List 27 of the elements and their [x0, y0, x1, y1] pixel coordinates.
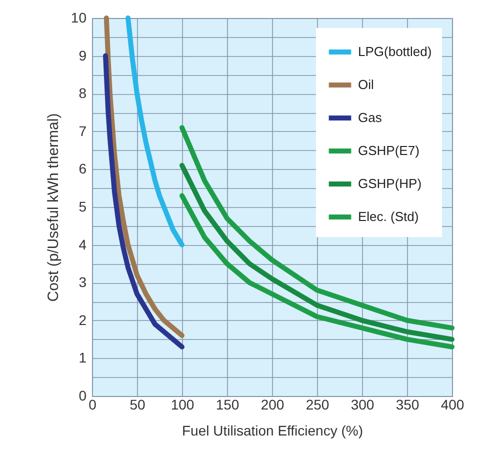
y-tick-label: 3 [78, 274, 87, 290]
y-tick-label: 6 [78, 160, 87, 177]
y-tick-label: 2 [78, 312, 87, 328]
legend-label: Elec. (Std) [358, 209, 419, 224]
y-tick-label: 7 [78, 122, 87, 139]
x-tick-label: 50 [130, 396, 146, 412]
legend-label: Oil [358, 77, 374, 92]
y-tick-label: 9 [78, 47, 87, 64]
x-tick-label: 300 [350, 396, 374, 412]
y-tick-label: 4 [78, 236, 87, 252]
legend-label: Gas [358, 110, 382, 125]
x-axis-title: Fuel Utilisation Efficiency (%) [182, 422, 364, 438]
legend-label: LPG(bottled) [358, 44, 432, 59]
y-tick-label: 10 [70, 10, 87, 26]
legend-label: GSHP(E7) [358, 143, 420, 158]
x-tick-label: 400 [440, 396, 464, 412]
y-tick-label: 8 [78, 85, 87, 102]
x-tick-label: 250 [306, 396, 330, 412]
x-tick-label: 350 [396, 396, 420, 412]
x-tick-label: 100 [170, 396, 194, 412]
y-tick-label: 5 [78, 198, 87, 214]
legend-label: GSHP(HP) [358, 176, 422, 191]
x-tick-label: 150 [216, 396, 240, 412]
y-tick-label: 1 [78, 350, 87, 366]
x-tick-label: 200 [260, 396, 284, 412]
y-axis-title: Cost (p/Useful kWh thermal) [44, 113, 62, 302]
x-tick-label: 0 [88, 396, 97, 412]
